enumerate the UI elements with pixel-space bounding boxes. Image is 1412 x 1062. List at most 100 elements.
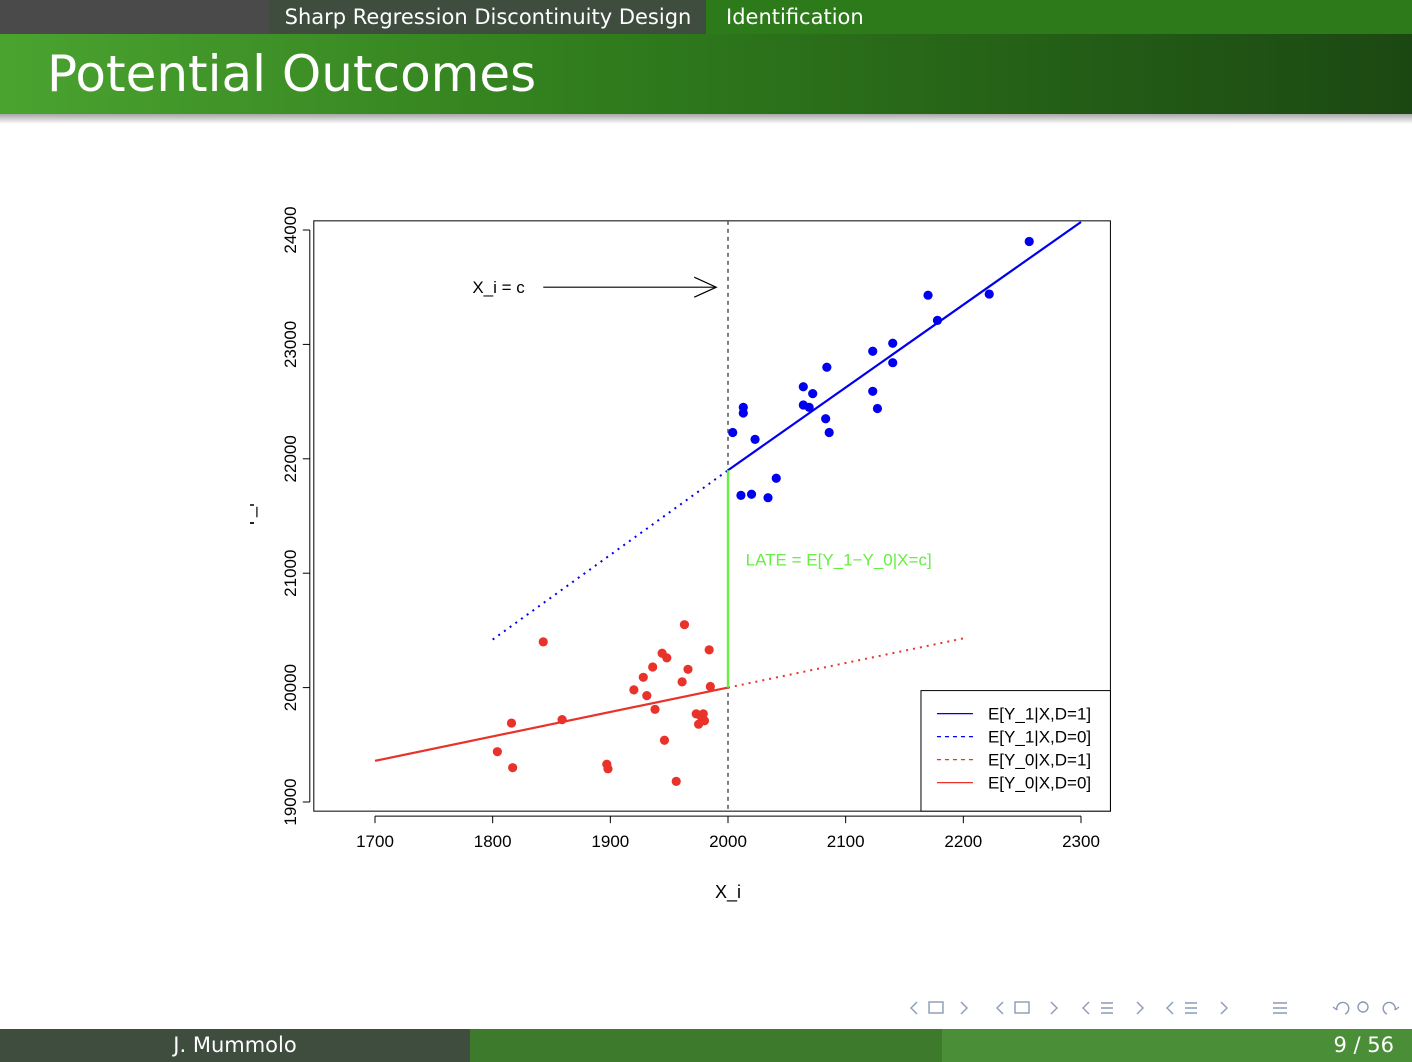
footer-author: J. Mummolo: [0, 1029, 470, 1062]
legend-label: E[Y_0|X,D=0]: [988, 774, 1091, 793]
prev-subsection-arrow-icon[interactable]: [996, 1001, 1004, 1015]
x-tick-label: 1800: [474, 832, 512, 851]
frame-icon[interactable]: [928, 1001, 944, 1014]
treated-point: [808, 388, 818, 399]
x-tick-label: 2300: [1062, 832, 1100, 851]
treated-point: [822, 362, 832, 372]
treated-point: [888, 358, 898, 368]
treated-point: [824, 427, 834, 438]
y-tick-label: 23000: [281, 321, 300, 368]
control-point: [642, 691, 652, 701]
prev-document-arrow-icon[interactable]: [1166, 1001, 1174, 1015]
plot-frame: [313, 220, 1111, 812]
forward-icon[interactable]: [1382, 1001, 1400, 1015]
next-section-arrow-icon[interactable]: [1136, 1001, 1144, 1015]
treated-point: [728, 427, 738, 438]
next-document-arrow-icon[interactable]: [1220, 1001, 1228, 1015]
y-axis-title: Y_i: [250, 503, 259, 529]
control-point: [659, 735, 670, 745]
control-point: [662, 653, 672, 663]
control-point: [603, 764, 613, 774]
control-point: [683, 664, 693, 674]
treated-point: [738, 408, 748, 418]
treated-point: [1024, 236, 1034, 247]
treated-point: [804, 402, 814, 412]
treated-point: [763, 493, 773, 503]
control-point: [671, 776, 681, 787]
y-tick-label: 24000: [281, 206, 300, 253]
regression-line-2: [492, 469, 729, 641]
control-point: [638, 672, 648, 682]
appendix-icon[interactable]: [1273, 1002, 1287, 1014]
x-axis-title: X_i: [715, 882, 741, 903]
footer-middle-panel: [470, 1029, 942, 1062]
control-point: [508, 763, 518, 773]
treated-point: [932, 315, 943, 325]
page-number: 9 / 56: [1333, 1033, 1394, 1057]
frame-title-bar: Potential Outcomes: [0, 34, 1412, 114]
next-frame-arrow-icon[interactable]: [960, 1001, 968, 1015]
back-icon[interactable]: [1332, 1001, 1350, 1015]
document-icon[interactable]: [1185, 1002, 1197, 1014]
late-label: LATE = E[Y_1−Y_0|X=c]: [746, 550, 932, 569]
treated-point: [868, 346, 878, 356]
control-point: [629, 685, 639, 695]
regression-line-1: [727, 221, 1082, 472]
treated-point: [750, 434, 760, 444]
treated-point: [888, 338, 898, 348]
subsection-icon[interactable]: [1014, 1001, 1030, 1014]
section-icon[interactable]: [1101, 1002, 1113, 1014]
nav-subsection-link[interactable]: Identification: [706, 0, 1412, 34]
y-tick-label: 19000: [281, 778, 300, 825]
y-tick-label: 22000: [281, 435, 300, 482]
regression-line-4: [374, 686, 729, 762]
prev-section-arrow-icon[interactable]: [1082, 1001, 1090, 1015]
nav-section-link[interactable]: Sharp Regression Discontinuity Design: [270, 0, 706, 34]
control-point: [698, 709, 708, 719]
x-tick-label: 1900: [591, 832, 629, 851]
frame-title: Potential Outcomes: [47, 45, 537, 103]
regression-line-3: [727, 637, 964, 689]
control-point: [650, 704, 660, 714]
x-tick-label: 1700: [356, 832, 394, 851]
beamer-navigation-symbols[interactable]: [905, 996, 1405, 1020]
treated-point: [923, 290, 933, 300]
treated-point: [821, 414, 831, 424]
prev-frame-arrow-icon[interactable]: [910, 1001, 918, 1015]
treated-point: [872, 403, 883, 414]
control-point: [679, 620, 690, 630]
control-point: [506, 718, 517, 728]
x-tick-label: 2000: [709, 832, 747, 851]
control-point: [648, 662, 658, 672]
next-subsection-arrow-icon[interactable]: [1050, 1001, 1058, 1015]
x-tick-label: 2100: [827, 832, 865, 851]
treated-point: [736, 490, 746, 501]
control-point: [677, 677, 687, 687]
treated-point: [746, 489, 757, 499]
chart-legend: E[Y_1|X,D=1] E[Y_1|X,D=0] E[Y_0|X,D=1] E[Y_…: [920, 690, 1111, 812]
title-shadow: [0, 114, 1412, 124]
footer-right-panel: 9 / 56: [942, 1029, 1412, 1062]
cutoff-arrow-head-icon: [693, 276, 718, 298]
control-point: [538, 637, 548, 647]
control-point: [705, 681, 715, 692]
regression-discontinuity-chart: 1700 1800 1900 2000 2100 2200 2300 19000 20000 21…: [250, 206, 1111, 903]
control-point: [699, 716, 710, 726]
chart-plot-area: 1700 1800 1900 2000 2100 2200 2300 19000 20000 21…: [250, 206, 1111, 903]
treated-point: [984, 289, 994, 299]
control-point: [704, 645, 714, 655]
y-tick-label: 20000: [281, 664, 300, 711]
treated-point: [868, 386, 878, 396]
control-point: [557, 715, 567, 725]
search-icon[interactable]: [1357, 1001, 1369, 1013]
legend-label: E[Y_0|X,D=1]: [988, 751, 1091, 770]
cutoff-label: X_i = c: [472, 278, 525, 297]
x-tick-label: 2200: [944, 832, 982, 851]
legend-label: E[Y_1|X,D=0]: [988, 728, 1091, 747]
treated-point: [798, 382, 808, 392]
legend-label: E[Y_1|X,D=1]: [988, 705, 1091, 724]
treated-point: [771, 473, 781, 483]
legend-box: [920, 690, 1111, 812]
header-navigation-bar: Sharp Regression Discontinuity Design Id…: [0, 0, 1412, 34]
control-point: [492, 747, 502, 757]
